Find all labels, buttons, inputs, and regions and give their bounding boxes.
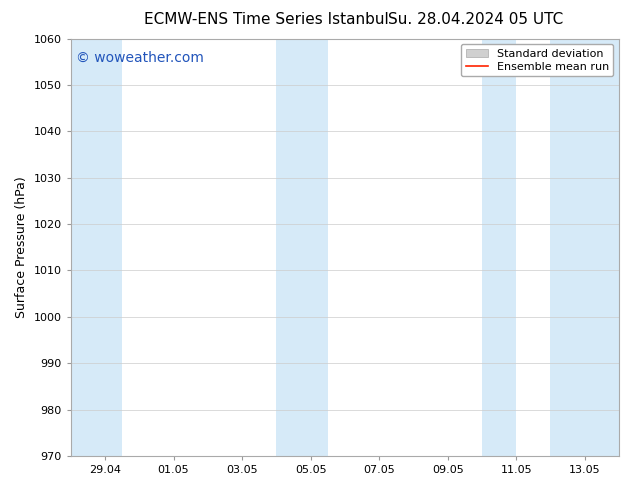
Text: © woweather.com: © woweather.com — [76, 51, 204, 65]
Bar — [276, 39, 328, 456]
Text: Su. 28.04.2024 05 UTC: Su. 28.04.2024 05 UTC — [388, 12, 563, 27]
Bar — [550, 39, 619, 456]
Legend: Standard deviation, Ensemble mean run: Standard deviation, Ensemble mean run — [461, 44, 614, 76]
Bar — [71, 39, 122, 456]
Text: ECMW-ENS Time Series Istanbul: ECMW-ENS Time Series Istanbul — [144, 12, 389, 27]
Bar — [482, 39, 516, 456]
Y-axis label: Surface Pressure (hPa): Surface Pressure (hPa) — [15, 176, 28, 318]
